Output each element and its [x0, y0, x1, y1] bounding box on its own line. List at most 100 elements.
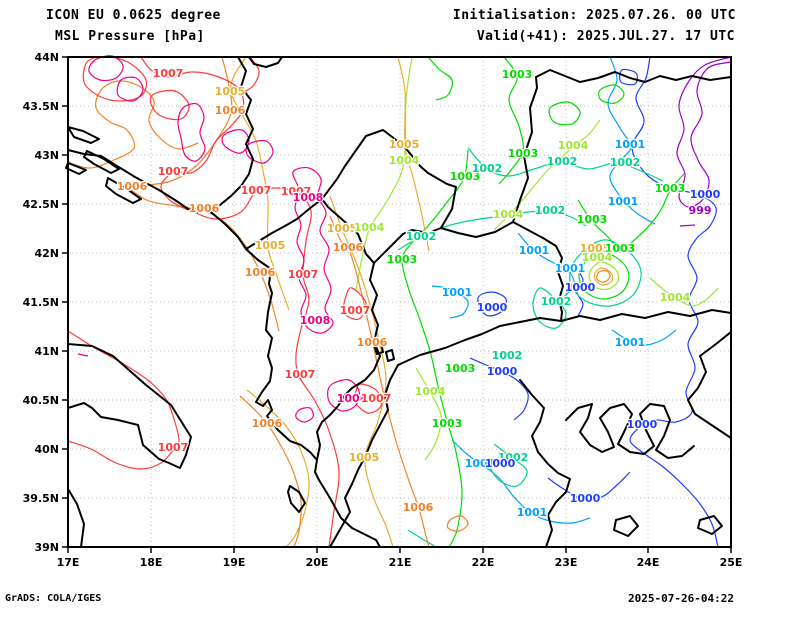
contour-loop-1008: [292, 166, 334, 334]
contour-line-1004: [649, 277, 719, 307]
coastline-border: [245, 198, 323, 250]
contour-line-999: [679, 224, 696, 227]
contour-line-1005: [229, 56, 290, 311]
contour-loop-1000: [477, 291, 507, 317]
grads-credit: GrADS: COLA/IGES: [5, 593, 102, 604]
contour-label-1002: 1002: [498, 451, 529, 464]
contour-label-1001: 1001: [608, 195, 639, 208]
init-time-label: Initialisation: 2025.07.26. 00 UTC: [452, 8, 736, 23]
contour-line-1000: [575, 267, 584, 317]
contour-label-1003: 1003: [432, 417, 463, 430]
contour-loop-1006: [596, 270, 611, 283]
contour-line-1005: [246, 389, 310, 548]
contour-label-1003: 1003: [445, 362, 476, 375]
island-or-lake-outline: [385, 349, 395, 362]
coastline-border: [687, 331, 732, 439]
contour-label-1001: 1001: [519, 244, 550, 257]
x-axis-label: 20E: [306, 556, 329, 569]
island-or-lake-outline: [83, 150, 120, 174]
contour-line-1001: [431, 285, 469, 319]
contour-loop-1008: [88, 55, 124, 82]
contour-line-1002: [467, 147, 664, 182]
x-axis-label: 18E: [140, 556, 163, 569]
contour-line-1001: [451, 439, 591, 524]
contour-label-1003: 1003: [450, 170, 481, 183]
y-axis-label: 39N: [34, 541, 59, 554]
y-axis-label: 41N: [34, 345, 59, 358]
contour-label-1001: 1001: [442, 286, 473, 299]
contour-label-1002: 1002: [406, 230, 437, 243]
x-axis-label: 25E: [720, 556, 743, 569]
x-axis-label: 21E: [389, 556, 412, 569]
contour-loop-1008: [221, 129, 250, 154]
island-or-lake-outline: [697, 515, 723, 535]
creation-timestamp: 2025-07-26-04:22: [628, 592, 734, 605]
contour-label-1007: 1007: [241, 184, 272, 197]
contour-label-1002: 1002: [610, 156, 641, 169]
x-axis-label: 19E: [223, 556, 246, 569]
contour-line-1003: [427, 56, 453, 101]
contour-label-1000: 1000: [627, 418, 658, 431]
coastline-border: [67, 488, 85, 548]
contour-label-1002: 1002: [541, 295, 572, 308]
island-or-lake-outline: [613, 515, 639, 537]
contour-loop-1002: [532, 287, 567, 329]
contour-label-1000: 1000: [485, 457, 516, 470]
contour-label-1002: 1002: [492, 349, 523, 362]
contour-label-1003: 1003: [502, 68, 533, 81]
contour-label-1003: 1003: [577, 213, 608, 226]
contour-line-1004: [355, 56, 413, 291]
contour-line-1008: [77, 353, 89, 357]
contour-label-1003: 1003: [655, 182, 686, 195]
contour-line-1002: [489, 443, 528, 487]
contour-line-1001: [611, 329, 677, 346]
y-axis-label: 43.5N: [23, 100, 59, 113]
contour-loop-1008: [327, 379, 361, 412]
x-axis-label: 22E: [472, 556, 495, 569]
y-axis-label: 40N: [34, 443, 59, 456]
contour-loop-1006: [446, 515, 469, 532]
island-or-lake-outline: [67, 126, 100, 144]
island-or-lake-outline: [105, 177, 142, 204]
coastline-border: [316, 253, 381, 461]
contour-line-1006: [67, 80, 199, 169]
coastline-border: [535, 69, 732, 83]
contour-label-1001: 1001: [615, 138, 646, 151]
contour-label-1006: 1006: [403, 501, 434, 514]
coastline-border: [565, 403, 695, 459]
island-or-lake-outline: [321, 129, 457, 264]
y-axis-label: 43N: [34, 149, 59, 162]
coastline-border-layer: [65, 56, 732, 548]
contour-label-1000: 1000: [565, 281, 596, 294]
contour-label-1000: 1000: [690, 188, 721, 201]
axis-layer: 17E 18E 19E 20E 21E 22E 23E 24E 25E 44N 43.5N 43N 42…: [23, 51, 743, 569]
contour-loop-1000: [619, 68, 638, 86]
field-title: MSL Pressure [hPa]: [55, 29, 205, 44]
contour-label-1006: 1006: [357, 336, 388, 349]
contour-loop-1002: [569, 239, 642, 307]
contour-label-1003: 1003: [387, 253, 418, 266]
contour-label-1001: 1001: [555, 262, 586, 275]
contour-line-1006: [239, 395, 302, 548]
contour-label-1005: 1005: [215, 85, 246, 98]
contour-loop-1005: [593, 267, 614, 286]
contour-line-1001: [517, 232, 575, 307]
contour-label-1007: 1007: [340, 304, 371, 317]
y-axis-label: 39.5N: [23, 492, 59, 505]
contour-label-1007: 1007: [288, 268, 319, 281]
island-or-lake-outline: [373, 342, 384, 355]
contour-loop-1004: [588, 261, 620, 291]
coastline-border: [397, 317, 562, 366]
model-title: ICON EU 0.0625 degree: [46, 8, 221, 23]
y-axis-label: 42N: [34, 247, 59, 260]
contour-line-1004: [415, 367, 442, 461]
coastline-border: [329, 364, 399, 548]
x-axis-label: 24E: [637, 556, 660, 569]
contour-label-1006: 1006: [189, 202, 220, 215]
contour-line-1004: [493, 119, 601, 231]
contour-label-1006: 1006: [215, 104, 246, 117]
y-axis-label: 40.5N: [23, 394, 59, 407]
contour-label-1004: 1004: [493, 208, 524, 221]
contour-line-1007: [240, 56, 260, 94]
contour-line-1006: [329, 215, 430, 548]
